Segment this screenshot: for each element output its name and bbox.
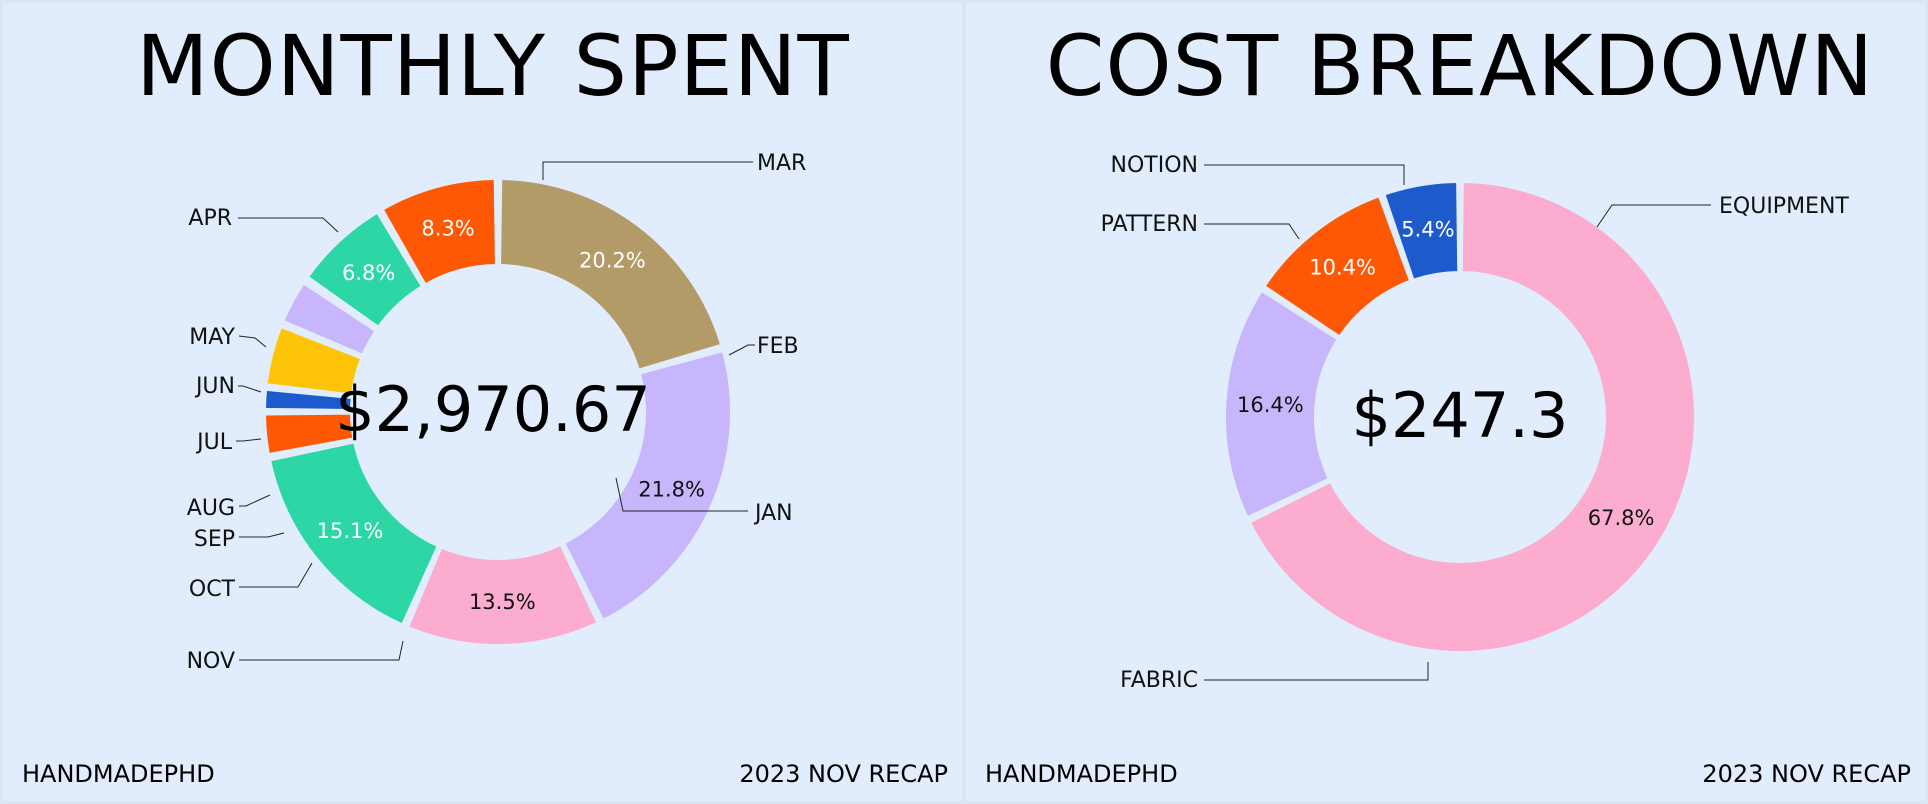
leader-line-feb	[728, 344, 755, 356]
pct-label-nov: 8.3%	[421, 217, 474, 241]
slice-fabric	[1248, 181, 1696, 653]
leader-line-apr	[238, 217, 339, 233]
slice-label-apr: APR	[188, 206, 232, 231]
pct-label-pattern: 5.4%	[1401, 218, 1454, 242]
slice-label-notion: NOTION	[1111, 153, 1198, 178]
pct-label-notion: 10.4%	[1309, 256, 1376, 280]
pct-label-feb: 21.8%	[638, 477, 705, 501]
footer-recap: 2023 NOV RECAP	[1702, 760, 1911, 788]
slice-label-oct: OCT	[189, 577, 236, 602]
total-amount: $2,970.67	[335, 373, 651, 446]
slice-nov	[381, 178, 497, 286]
cost-breakdown-donut-chart: COST BREAKDOWN FABRIC EQUIPMENT NOTION PATT…	[985, 17, 1911, 788]
monthly-spent-panel: MONTHLY SPENT JAN FEB MAR APR MAY JUN JUL AUG SE…	[3, 3, 962, 801]
slice-aug	[282, 282, 377, 356]
leader-line-may	[238, 335, 267, 348]
pct-label-apr: 15.1%	[317, 519, 384, 543]
slice-jan	[499, 178, 723, 371]
leader-line-fabric	[1204, 662, 1429, 681]
slice-jul	[265, 325, 363, 396]
leader-line-pattern	[1204, 223, 1300, 240]
leader-line-notion	[1204, 164, 1405, 185]
slice-label-sep: SEP	[194, 527, 235, 552]
slice-label-equipment: EQUIPMENT	[1719, 194, 1849, 219]
slice-sep	[304, 278, 379, 331]
leader-line-jan	[615, 477, 748, 512]
slice-label-fabric: FABRIC	[1120, 668, 1198, 693]
slice-label-jul: JUL	[195, 430, 233, 455]
cost-breakdown-panel: COST BREAKDOWN FABRIC EQUIPMENT NOTION PATT…	[966, 3, 1925, 801]
footer-brand: HANDMADEPHD	[22, 760, 215, 788]
slice-label-aug: AUG	[187, 496, 235, 521]
pct-label-equipment: 16.4%	[1237, 393, 1304, 417]
slice-label-nov: NOV	[187, 649, 235, 674]
slice-label-jan: JAN	[753, 501, 793, 526]
slice-label-jun: JUN	[194, 374, 235, 399]
footer-recap: 2023 NOV RECAP	[739, 760, 948, 788]
leader-line-oct	[239, 562, 313, 588]
leader-line-aug	[239, 494, 271, 507]
slice-mar	[406, 543, 599, 646]
slice-label-may: MAY	[189, 325, 235, 350]
slice-label-feb: FEB	[757, 334, 799, 359]
pct-label-mar: 13.5%	[469, 590, 536, 614]
leader-line-jul	[236, 438, 262, 442]
slice-label-pattern: PATTERN	[1101, 212, 1198, 237]
slice-label-mar: MAR	[757, 151, 806, 176]
chart-title: MONTHLY SPENT	[136, 17, 850, 115]
footer-brand: HANDMADEPHD	[985, 760, 1178, 788]
leader-line-mar	[542, 161, 753, 180]
leader-line-sep	[239, 532, 285, 538]
slice-pattern	[1383, 181, 1460, 281]
slice-may	[263, 412, 355, 456]
leader-line-nov	[239, 640, 404, 661]
monthly-spent-donut-chart: MONTHLY SPENT JAN FEB MAR APR MAY JUN JUL AUG SE…	[22, 17, 948, 788]
slice-notion	[1263, 195, 1412, 338]
slice-oct	[306, 211, 424, 329]
slice-jun	[264, 388, 353, 412]
slice-apr	[268, 441, 439, 626]
leader-line-equipment	[1596, 204, 1711, 228]
total-amount: $247.3	[1352, 379, 1569, 452]
leader-line-jun	[238, 385, 262, 393]
pct-label-oct: 6.8%	[342, 261, 395, 285]
slice-equipment	[1224, 289, 1339, 519]
pct-label-fabric: 67.8%	[1588, 506, 1655, 530]
slice-feb	[562, 349, 733, 622]
chart-title: COST BREAKDOWN	[1046, 17, 1874, 115]
pct-label-jan: 20.2%	[579, 248, 646, 272]
